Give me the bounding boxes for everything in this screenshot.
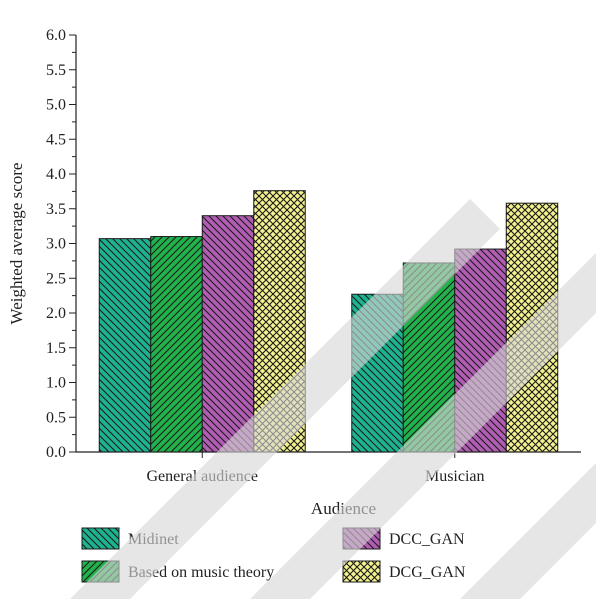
- bar-midinet-general-audience: [98, 238, 152, 453]
- legend-swatch: [342, 560, 381, 583]
- legend-item: DCG_GAN: [342, 560, 466, 583]
- y-tick-label: 3.5: [46, 201, 66, 218]
- y-tick-label: 5.5: [46, 62, 66, 79]
- y-tick-label: 4.0: [46, 166, 66, 183]
- y-tick-label: 2.0: [46, 305, 66, 322]
- y-tick-label: 6.0: [46, 27, 66, 44]
- axes-layer: [69, 34, 581, 458]
- bar-based-on-music-theory-general-audience: [150, 236, 203, 453]
- y-tick-label: 0.5: [46, 409, 66, 426]
- y-tick-label: 1.5: [46, 340, 66, 357]
- y-tick-label: 2.5: [46, 270, 66, 287]
- legend-label: DCG_GAN: [389, 564, 466, 581]
- y-tick-label: 0.0: [46, 444, 66, 461]
- y-tick-label: 4.5: [46, 131, 66, 148]
- bar-dcc-gan-general-audience: [201, 215, 255, 453]
- legend-label: Based on music theory: [128, 564, 274, 581]
- y-axis-label: Weighted average score: [7, 163, 26, 325]
- legend-label: DCC_GAN: [389, 531, 465, 548]
- watermark: [70, 199, 596, 599]
- y-tick-label: 1.0: [46, 375, 66, 392]
- x-tick-label: Musician: [425, 468, 485, 485]
- legend-swatch: [81, 527, 120, 550]
- y-tick-label: 3.0: [46, 236, 66, 253]
- watermark-band: [250, 253, 596, 599]
- y-tick-label: 5.0: [46, 97, 66, 114]
- watermark-band: [460, 463, 596, 599]
- watermark-band: [70, 199, 500, 599]
